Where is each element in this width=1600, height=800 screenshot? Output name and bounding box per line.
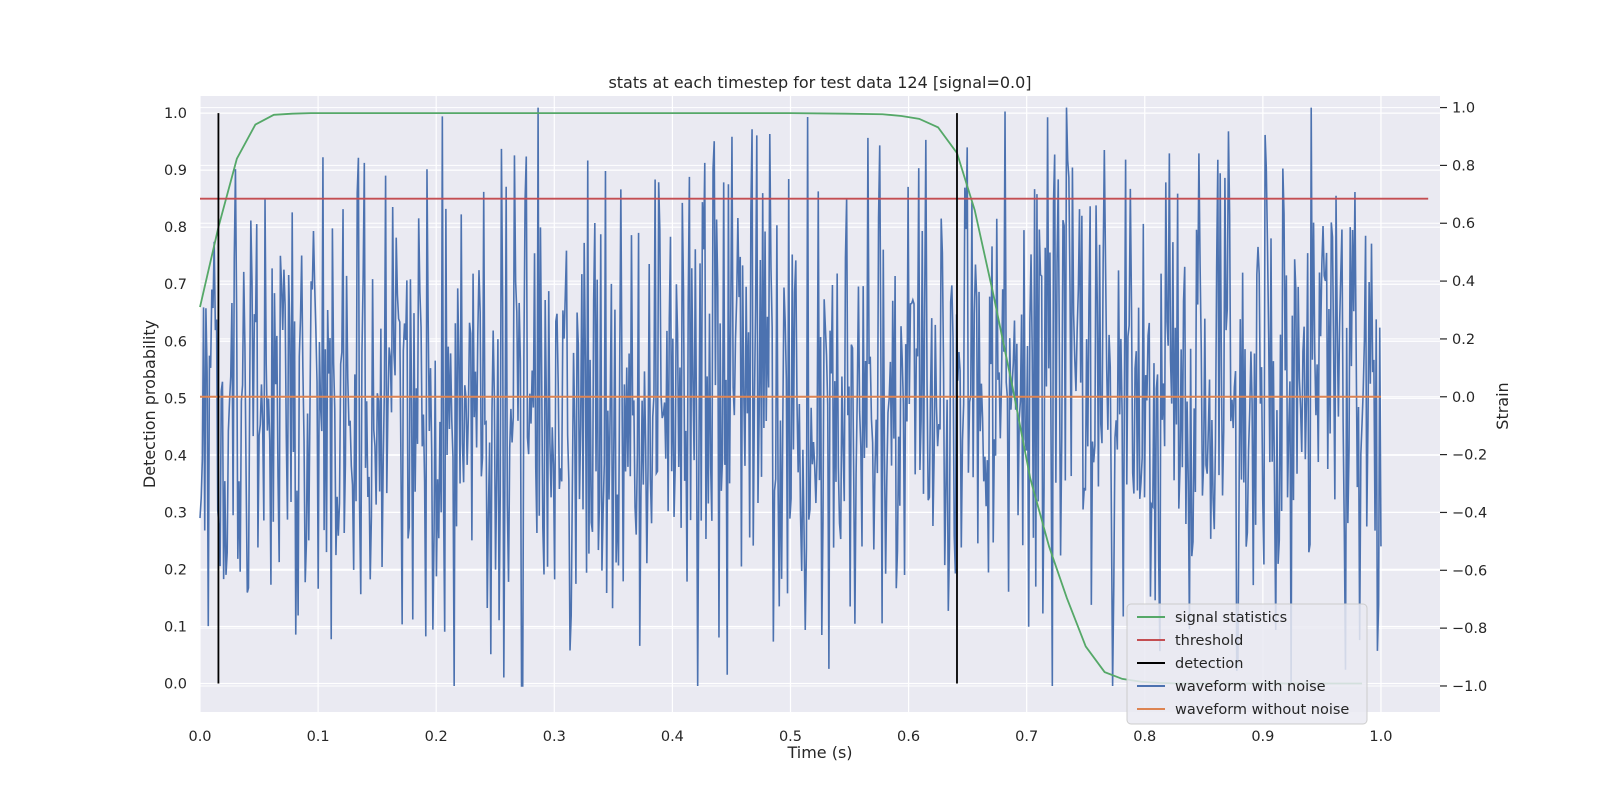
y-tick-label: 0.7 bbox=[164, 277, 187, 293]
y-tick-label: 0.1 bbox=[164, 619, 187, 635]
y-tick-label: 1.0 bbox=[164, 106, 187, 122]
y-tick-label: 0.9 bbox=[164, 163, 187, 179]
y2-tick-label: 0.2 bbox=[1452, 332, 1475, 348]
x-tick-label: 0.5 bbox=[779, 729, 802, 745]
y-tick-label: 0.8 bbox=[164, 220, 187, 236]
legend-label: waveform with noise bbox=[1175, 679, 1326, 695]
legend-label: waveform without noise bbox=[1175, 702, 1349, 718]
y-axis-title: Detection probability bbox=[140, 320, 159, 488]
y2-tick-label: −0.2 bbox=[1452, 448, 1487, 464]
series-waveform-with-noise bbox=[199, 107, 1382, 687]
legend-label: detection bbox=[1175, 656, 1243, 672]
x-tick-label: 0.0 bbox=[188, 729, 211, 745]
x-tick-label: 0.2 bbox=[425, 729, 448, 745]
y2-axis-title: Strain bbox=[1493, 382, 1512, 429]
legend-label: signal statistics bbox=[1175, 610, 1287, 626]
y-tick-label: 0.5 bbox=[164, 391, 187, 407]
y-tick-label: 0.3 bbox=[164, 505, 187, 521]
y-tick-label: 0.6 bbox=[164, 334, 187, 350]
axes: 0.0 0.1 0.2 0.3 0.4 0.5 0.6 0.7 0.8 0.9 1.0 0.0 0.1 0… bbox=[164, 101, 1487, 745]
y2-tick-label: −0.4 bbox=[1452, 505, 1487, 521]
x-tick-label: 0.7 bbox=[1015, 729, 1038, 745]
y2-tick-label: 1.0 bbox=[1452, 101, 1475, 117]
x-tick-label: 1.0 bbox=[1369, 729, 1392, 745]
y-tick-label: 0.4 bbox=[164, 448, 187, 464]
y-tick-label: 0.2 bbox=[164, 562, 187, 578]
x-tick-label: 0.1 bbox=[307, 729, 330, 745]
y2-tick-label: 0.0 bbox=[1452, 390, 1475, 406]
x-tick-label: 0.4 bbox=[661, 729, 684, 745]
y2-tick-label: −1.0 bbox=[1452, 679, 1487, 695]
y2-tick-label: 0.4 bbox=[1452, 274, 1475, 290]
y2-tick-label: 0.8 bbox=[1452, 158, 1475, 174]
legend-label: threshold bbox=[1175, 633, 1243, 649]
x-axis-title: Time (s) bbox=[786, 743, 852, 762]
legend: signal statistics threshold detection wavef… bbox=[1126, 603, 1368, 725]
chart-title: stats at each timestep for test data 124… bbox=[608, 73, 1031, 92]
legend-box bbox=[1126, 603, 1368, 725]
y2-tick-label: −0.6 bbox=[1452, 563, 1487, 579]
y-tick-label: 0.0 bbox=[164, 676, 187, 692]
x-tick-label: 0.9 bbox=[1251, 729, 1274, 745]
y2-tick-label: −0.8 bbox=[1452, 621, 1487, 637]
y2-tick-label: 0.6 bbox=[1452, 216, 1475, 232]
x-tick-label: 0.3 bbox=[543, 729, 566, 745]
x-tick-label: 0.8 bbox=[1133, 729, 1156, 745]
x-tick-label: 0.6 bbox=[897, 729, 920, 745]
